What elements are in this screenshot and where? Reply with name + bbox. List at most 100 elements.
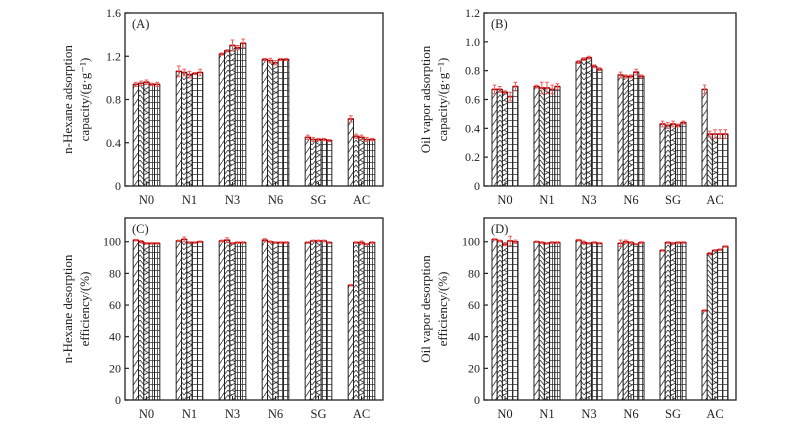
bar-n0-s2	[138, 82, 145, 187]
bar-sg-s4	[320, 139, 328, 187]
bar-ac-s1	[701, 88, 708, 187]
error-bar	[198, 240, 203, 244]
bar-n6-s2	[267, 241, 274, 401]
error-bar	[359, 240, 364, 245]
error-bar	[707, 251, 712, 256]
error-bar	[587, 242, 591, 245]
error-bar	[327, 139, 332, 143]
bar-n3-s5	[596, 242, 603, 401]
y-tick-label: 40	[468, 330, 480, 344]
bar-n6-s3	[627, 75, 635, 187]
bar-ac-s5	[722, 133, 729, 187]
bar-n6-s1	[261, 239, 269, 401]
plot-frame	[124, 217, 384, 401]
bar-n1-s3	[543, 242, 551, 401]
error-bar	[629, 241, 633, 244]
error-bar	[198, 68, 203, 77]
error-bar	[155, 81, 160, 88]
bar-n1-s2	[538, 242, 545, 401]
bar-n0-s1	[491, 88, 498, 187]
y-axis-label: n-Hexane desorption	[60, 254, 75, 363]
bar-n1-s1	[533, 86, 540, 187]
error-bar	[713, 249, 717, 252]
error-bar	[555, 241, 560, 244]
bar-n1-s3	[186, 242, 193, 401]
x-category-label: N0	[139, 193, 154, 207]
bar-ac-s1	[701, 310, 708, 401]
bar-n0-s3	[143, 242, 150, 401]
bar-ac-s1	[347, 118, 355, 187]
bar-ac-s4	[717, 249, 724, 401]
error-bar	[497, 86, 502, 93]
bar-n3-s4	[591, 65, 598, 187]
bar-sg-s1	[659, 123, 666, 187]
error-bar	[139, 80, 144, 86]
bar-n6-s4	[633, 71, 640, 187]
bar-n3-s2	[580, 58, 587, 187]
bar-sg-s3	[669, 242, 677, 401]
bar-ac-s2	[353, 242, 360, 401]
y-tick-label: 0	[115, 393, 121, 407]
bar-n0-s4	[148, 83, 155, 187]
error-bar	[305, 241, 310, 244]
error-bar	[370, 137, 375, 142]
bar-n0-s4	[148, 242, 155, 401]
plot-frame	[124, 12, 384, 187]
bar-sg-s1	[304, 136, 312, 187]
error-bar	[316, 239, 321, 243]
bar-n3-s5	[596, 68, 603, 187]
error-bar	[513, 239, 518, 244]
error-bar	[508, 91, 513, 102]
error-bar	[634, 242, 639, 246]
bar-n6-s1	[261, 58, 269, 187]
bar-sg-s2	[664, 124, 671, 187]
error-bar	[284, 57, 289, 62]
bar-n0-s3	[143, 81, 150, 187]
error-bar	[144, 242, 149, 245]
y-tick-label: 20	[468, 361, 480, 375]
error-bar	[508, 235, 513, 247]
bar-ac-s2	[353, 135, 360, 187]
x-category-label: N3	[225, 193, 240, 207]
bar-n1-s2	[538, 87, 545, 187]
error-bar	[311, 239, 316, 243]
bar-n6-s2	[267, 60, 274, 187]
panel-a: 0 0.4 0.8 1.2 1.6 N0 N1 N3 N6 SG AC (A) n-Hexane ads…	[60, 6, 384, 207]
error-bar	[503, 90, 507, 95]
bar-sg-s4	[320, 240, 328, 401]
error-bar	[497, 239, 502, 243]
bar-n3-s3	[585, 242, 593, 401]
x-category-label: N1	[182, 407, 197, 421]
bar-n0-s2	[138, 241, 145, 401]
error-bar	[133, 81, 138, 88]
x-category-label: N1	[539, 193, 554, 207]
error-bar	[597, 242, 602, 245]
x-category-label: SG	[665, 407, 681, 421]
bar-n6-s5	[283, 58, 290, 187]
error-bar	[718, 129, 723, 139]
bar-n6-s1	[617, 242, 624, 401]
bar-n0-s4	[507, 96, 514, 187]
error-bar	[364, 242, 369, 246]
x-category-label: SG	[311, 407, 327, 421]
error-bar	[316, 137, 321, 142]
x-category-label: N1	[539, 407, 554, 421]
bar-n1-s5	[554, 242, 561, 401]
x-category-label: AC	[706, 407, 723, 421]
bar-ac-s5	[722, 245, 729, 401]
bar-ac-s4	[363, 139, 371, 187]
error-bar	[144, 79, 149, 85]
error-bar	[225, 49, 230, 53]
bar-ac-s5	[369, 242, 376, 401]
x-category-label: N0	[497, 407, 512, 421]
error-bar	[681, 120, 686, 125]
error-bar	[671, 242, 675, 245]
error-bar	[225, 237, 230, 244]
error-bar	[665, 241, 670, 244]
y-axis-label: efficiency/(%)	[77, 272, 92, 347]
bar-n6-s5	[638, 242, 645, 401]
bar-n1-s4	[191, 73, 198, 187]
bar-ac-s5	[369, 139, 376, 187]
bar-n0-s5	[512, 86, 519, 187]
bar-n6-s4	[633, 243, 640, 401]
